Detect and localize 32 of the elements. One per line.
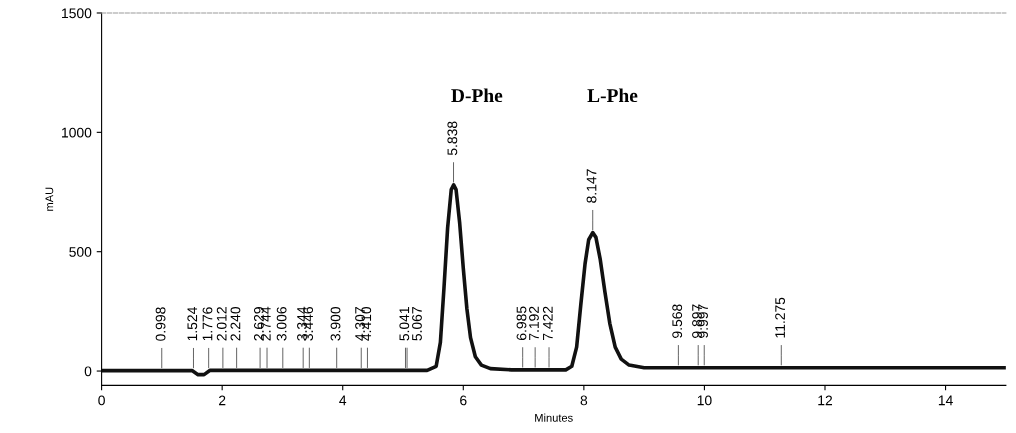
annotation: 8.147 xyxy=(586,169,597,203)
y-axis-title: mAU xyxy=(45,187,54,211)
y-tick-label: 1500 xyxy=(62,8,92,19)
x-tick-label: 8 xyxy=(580,395,588,406)
annotation: 7.192 xyxy=(529,306,539,340)
annotation: L-Phe xyxy=(587,88,638,103)
annotation: 2.012 xyxy=(216,307,227,341)
x-tick-label: 10 xyxy=(697,395,712,406)
x-tick-label: 4 xyxy=(339,395,347,406)
annotation: 9.568 xyxy=(672,304,683,338)
annotation: D-Phe xyxy=(451,88,503,103)
x-tick-label: 14 xyxy=(938,395,953,406)
x-axis-title: Minutes xyxy=(535,413,573,422)
annotation: 1.524 xyxy=(187,307,198,341)
y-tick-label: 500 xyxy=(69,247,92,257)
x-tick-label: 2 xyxy=(219,395,226,406)
annotation: 1.776 xyxy=(202,307,213,341)
x-tick-label: 12 xyxy=(818,395,833,406)
x-tick-label: 6 xyxy=(460,395,467,406)
annotation: 5.067 xyxy=(412,307,422,341)
y-tick-label: 0 xyxy=(84,366,92,377)
y-tick-label: 1000 xyxy=(62,127,92,138)
annotation: 0.998 xyxy=(155,307,166,341)
annotation: 6.985 xyxy=(516,306,527,340)
annotation: 11.275 xyxy=(775,297,786,338)
x-tick-label: 0 xyxy=(98,395,105,406)
annotation: 5.041 xyxy=(399,307,410,341)
annotation: 3.006 xyxy=(276,307,287,341)
annotation: 5.838 xyxy=(447,121,458,156)
annotation: 3.900 xyxy=(330,306,341,341)
annotation: 2.240 xyxy=(230,306,241,341)
annotation: 7.422 xyxy=(542,306,553,340)
